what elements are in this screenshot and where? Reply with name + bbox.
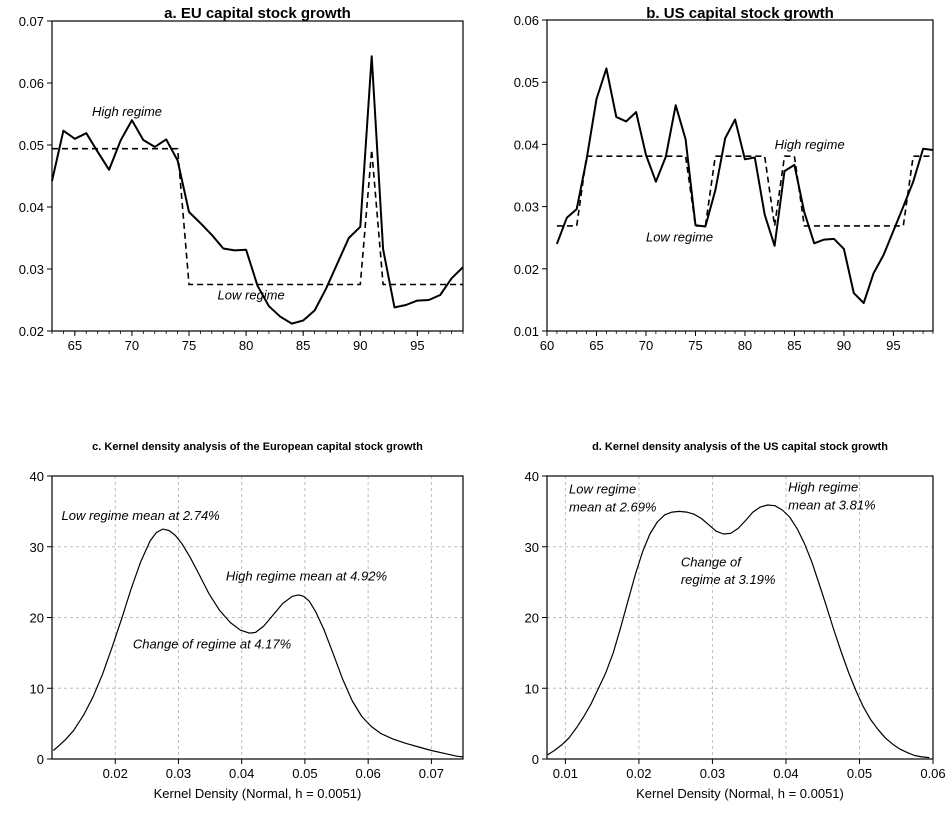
y-tick-label: 0.03 — [514, 200, 539, 215]
annotation-label: Change of regime at 4.17% — [133, 637, 291, 652]
x-axis-label: Kernel Density (Normal, h = 0.0051) — [154, 786, 362, 801]
y-tick-label: 10 — [30, 681, 44, 696]
x-tick-label: 85 — [787, 338, 801, 353]
annotation-label: mean at 3.81% — [788, 497, 875, 512]
annotation-label: Low regime — [646, 229, 713, 244]
x-tick-label: 65 — [589, 338, 603, 353]
x-axis-label: Kernel Density (Normal, h = 0.0051) — [636, 786, 844, 801]
y-tick-label: 0.07 — [19, 14, 44, 29]
annotation-label: High regime — [92, 104, 162, 119]
annotation-label: Low regime — [569, 482, 636, 497]
chart-b: b. US capital stock growth 60 65 70 75 80 85 90… — [514, 5, 934, 353]
annotation-label: Low regime mean at 2.74% — [61, 508, 219, 523]
y-tick-label: 20 — [525, 611, 539, 626]
chart-c: c. Kernel density analysis of the Europe… — [30, 441, 464, 801]
x-tick-label: 80 — [239, 338, 253, 353]
series-line — [547, 504, 930, 759]
y-tick-label: 0.03 — [19, 262, 44, 277]
x-tick-label: 0.07 — [419, 766, 444, 781]
x-tick-label: 0.06 — [920, 766, 945, 781]
x-tick-label: 0.02 — [103, 766, 128, 781]
x-tick-label: 90 — [837, 338, 851, 353]
x-tick-label: 85 — [296, 338, 310, 353]
annotation-label: High regime — [775, 137, 845, 152]
y-tick-label: 40 — [30, 469, 44, 484]
x-tick-label: 0.03 — [700, 766, 725, 781]
chart-d: d. Kernel density analysis of the US cap… — [525, 441, 946, 801]
regime-line-dashed — [52, 147, 463, 286]
chart-title: c. Kernel density analysis of the Europe… — [92, 441, 423, 453]
y-tick-label: 0 — [532, 752, 539, 767]
x-tick-label: 95 — [886, 338, 900, 353]
x-tick-label: 70 — [639, 338, 653, 353]
x-tick-label: 0.04 — [773, 766, 798, 781]
y-tick-label: 10 — [525, 681, 539, 696]
chart-a: a. EU capital stock growth 65 70 75 80 85 90 95… — [19, 5, 464, 353]
y-tick-label: 0.06 — [19, 76, 44, 91]
y-tick-label: 0 — [37, 752, 44, 767]
y-tick-label: 20 — [30, 611, 44, 626]
y-tick-label: 0.02 — [514, 262, 539, 277]
x-tick-label: 75 — [688, 338, 702, 353]
chart-title: a. EU capital stock growth — [164, 5, 351, 22]
annotation-label: mean at 2.69% — [569, 499, 656, 514]
y-tick-label: 30 — [525, 540, 539, 555]
annotation-label: regime at 3.19% — [681, 572, 776, 587]
y-tick-label: 40 — [525, 469, 539, 484]
x-tick-label: 95 — [410, 338, 424, 353]
x-tick-label: 70 — [125, 338, 139, 353]
series-line — [52, 528, 464, 758]
plot-frame — [546, 19, 934, 332]
chart-title: b. US capital stock growth — [646, 5, 834, 22]
x-tick-label: 0.04 — [229, 766, 254, 781]
y-tick-label: 0.06 — [514, 13, 539, 28]
y-tick-label: 0.05 — [514, 75, 539, 90]
y-tick-label: 0.04 — [514, 137, 539, 152]
x-tick-label: 80 — [738, 338, 752, 353]
x-tick-label: 0.01 — [553, 766, 578, 781]
y-tick-label: 30 — [30, 540, 44, 555]
x-tick-label: 0.02 — [626, 766, 651, 781]
x-tick-label: 60 — [540, 338, 554, 353]
y-tick-label: 0.04 — [19, 200, 44, 215]
y-tick-label: 0.01 — [514, 324, 539, 339]
x-tick-label: 90 — [353, 338, 367, 353]
x-tick-label: 0.06 — [355, 766, 380, 781]
annotation-label: Low regime — [218, 287, 285, 302]
y-tick-label: 0.02 — [19, 324, 44, 339]
annotation-label: High regime — [788, 480, 858, 495]
x-tick-label: 0.03 — [166, 766, 191, 781]
series-line — [51, 55, 464, 325]
x-tick-label: 75 — [182, 338, 196, 353]
chart-title: d. Kernel density analysis of the US cap… — [592, 441, 888, 453]
series-line — [555, 67, 934, 304]
y-tick-label: 0.05 — [19, 138, 44, 153]
x-tick-label: 65 — [68, 338, 82, 353]
annotation-label: Change of — [681, 555, 742, 570]
x-tick-label: 0.05 — [847, 766, 872, 781]
annotation-label: High regime mean at 4.92% — [226, 569, 387, 584]
x-tick-label: 0.05 — [292, 766, 317, 781]
regime-line-dashed — [556, 155, 933, 227]
